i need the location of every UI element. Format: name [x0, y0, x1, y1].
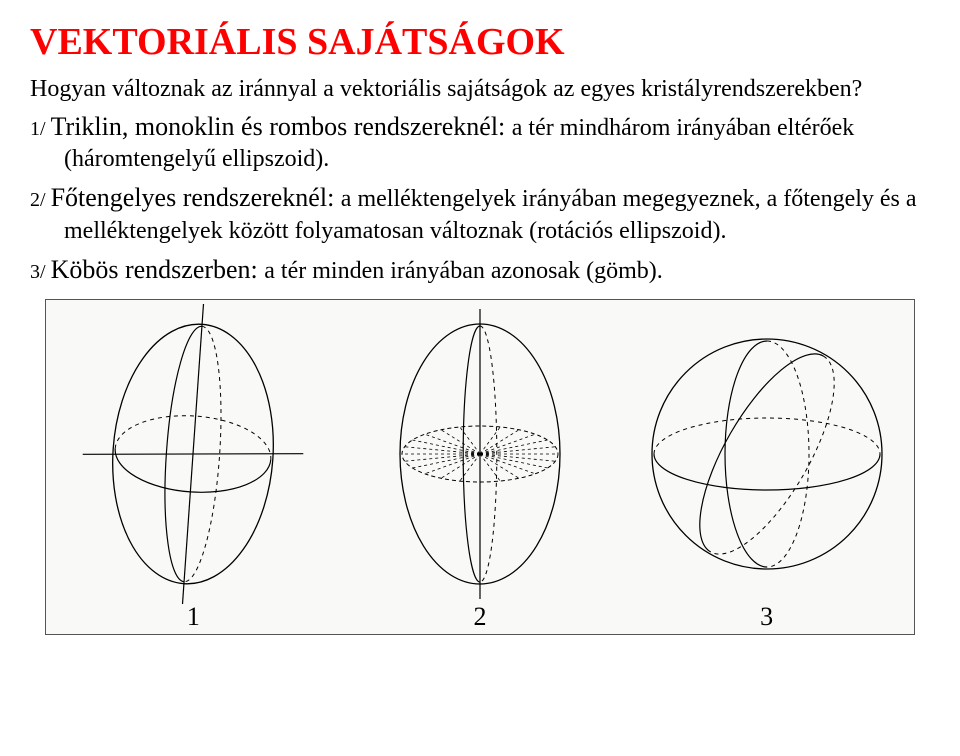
figure-label: 3: [632, 602, 902, 632]
item-list: 1/ Triklin, monoklin és rombos rendszere…: [30, 110, 930, 287]
figure-cell-2: 2: [345, 304, 615, 632]
list-item: 2/ Főtengelyes rendszereknél: a mellékte…: [30, 181, 930, 246]
item-number: 1/: [30, 118, 51, 140]
sphere-icon: [632, 304, 902, 604]
figure-cell-1: 1: [58, 304, 328, 632]
rotational-ellipsoid-icon: [345, 304, 615, 604]
figure-cell-3: 3: [632, 304, 902, 632]
item-lead: Triklin, monoklin és rombos rendszerekné…: [51, 112, 512, 141]
item-number: 3/: [30, 261, 51, 283]
figure-row: 1 2 3: [50, 304, 910, 632]
figure-label: 1: [58, 602, 328, 632]
item-lead: Köbös rendszerben:: [51, 255, 265, 284]
item-lead: Főtengelyes rendszereknél:: [51, 183, 341, 212]
triaxial-ellipsoid-icon: [58, 304, 328, 604]
figure-panel: 1 2 3: [45, 299, 915, 635]
list-item: 3/ Köbös rendszerben: a tér minden irány…: [30, 253, 930, 287]
item-rest: a tér minden irányában azonosak (gömb).: [264, 258, 663, 284]
intro-text: Hogyan változnak az iránnyal a vektoriál…: [30, 74, 930, 104]
list-item: 1/ Triklin, monoklin és rombos rendszere…: [30, 110, 930, 175]
page-title: VEKTORIÁLIS SAJÁTSÁGOK: [30, 20, 930, 64]
item-number: 2/: [30, 189, 51, 211]
figure-label: 2: [345, 602, 615, 632]
